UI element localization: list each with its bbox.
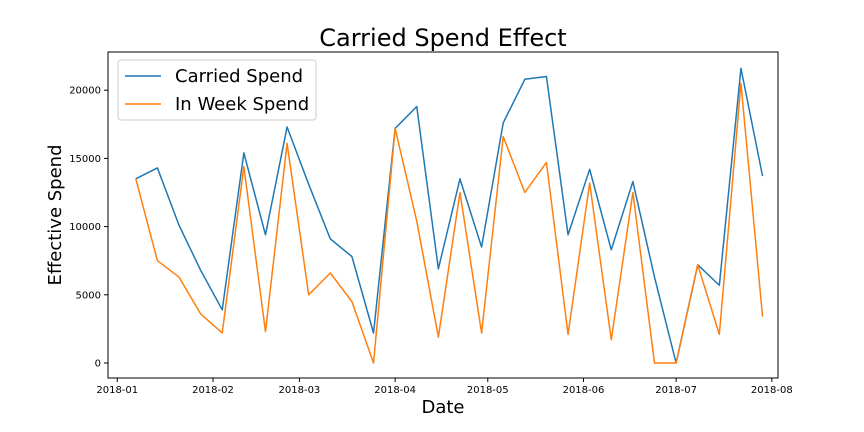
chart-title: Carried Spend Effect [319,24,566,52]
y-tick-label: 20000 [69,86,101,97]
x-axis-label: Date [421,397,464,418]
y-tick-label: 10000 [69,222,101,233]
y-tick-label: 5000 [76,290,101,301]
x-tick-label: 2018-04 [374,385,416,396]
x-tick-label: 2018-05 [467,385,509,396]
series-line-2 [135,82,764,364]
x-tick-label: 2018-03 [279,385,321,396]
legend-label: Carried Spend [175,66,303,87]
x-tick-label: 2018-07 [655,385,697,396]
legend: Carried Spend In Week Spend [117,59,317,121]
x-tick-label: 2018-02 [192,385,234,396]
legend-label: In Week Spend [175,94,309,115]
y-axis-ticks: 0 5000 10000 15000 20000 [69,86,108,369]
y-tick-label: 0 [95,358,101,369]
series-line-1 [135,67,764,364]
x-tick-label: 2018-08 [751,385,793,396]
x-tick-label: 2018-01 [96,385,138,396]
x-axis-ticks: 2018-01 2018-02 2018-03 2018-04 2018-05 2018-… [96,378,793,396]
y-tick-label: 15000 [69,154,101,165]
legend-box [117,59,317,121]
x-tick-label: 2018-06 [563,385,605,396]
series-lines [135,67,764,364]
y-axis-label: Effective Spend [45,144,66,285]
